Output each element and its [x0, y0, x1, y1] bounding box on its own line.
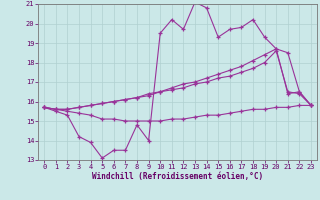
X-axis label: Windchill (Refroidissement éolien,°C): Windchill (Refroidissement éolien,°C)	[92, 172, 263, 181]
